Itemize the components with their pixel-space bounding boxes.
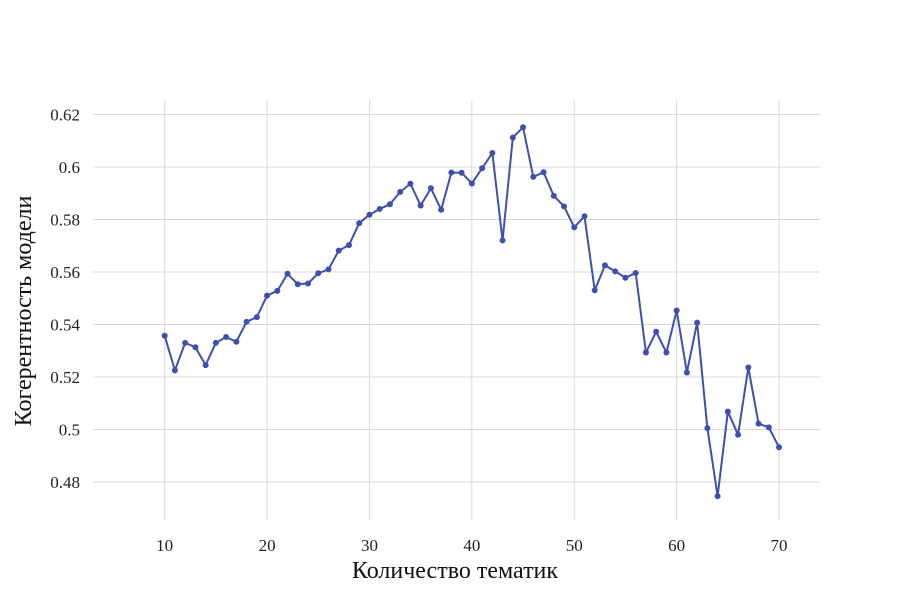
data-point [642,349,649,356]
data-point [735,431,742,438]
data-point [294,281,301,288]
x-tick-label: 40 [463,536,480,555]
data-point [765,424,772,431]
series-points [161,124,783,500]
data-point [745,364,752,371]
data-point [212,339,219,346]
data-point [233,338,240,345]
x-tick-labels: 10 20 30 40 50 60 70 [156,536,787,555]
data-point [161,332,168,339]
data-point [509,134,516,141]
data-point [468,180,475,187]
data-point [223,334,230,341]
data-point [417,202,424,209]
x-tick-label: 60 [668,536,685,555]
data-point [335,247,342,254]
data-point [530,173,537,180]
data-point [438,206,445,213]
data-point [448,169,455,176]
data-point [622,274,629,281]
horizontal-gridlines [93,113,820,483]
data-point [653,328,660,335]
data-point [776,444,783,451]
data-point [345,242,352,249]
data-point [376,205,383,212]
y-tick-label: 0.56 [50,263,80,282]
data-point [499,237,506,244]
data-point [427,185,434,192]
y-axis-title: Когерентность модели [11,196,37,427]
data-point [407,180,414,187]
data-point [264,292,271,299]
x-tick-label: 50 [566,536,583,555]
data-point [325,266,332,273]
data-point [202,362,209,369]
data-point [386,201,393,208]
y-tick-labels: 0.48 0.5 0.52 0.54 0.56 0.58 0.6 0.62 [50,105,80,492]
data-point [356,220,363,227]
y-tick-label: 0.62 [50,105,80,124]
data-point [458,169,465,176]
y-tick-label: 0.6 [59,158,80,177]
data-point [192,344,199,351]
x-tick-label: 30 [361,536,378,555]
data-point [540,169,547,176]
data-point [663,349,670,356]
y-tick-label: 0.54 [50,315,80,334]
data-point [683,369,690,376]
data-point [489,150,496,157]
data-point [171,367,178,374]
data-point [571,224,578,231]
data-point [581,213,588,220]
data-point [520,124,527,131]
data-point [305,280,312,287]
data-point [601,262,608,269]
y-tick-label: 0.5 [59,420,80,439]
data-point [673,307,680,314]
data-point [182,339,189,346]
x-tick-label: 20 [259,536,276,555]
x-tick-label: 10 [156,536,173,555]
data-point [612,268,619,275]
data-point [550,192,557,199]
data-point [591,287,598,294]
y-tick-label: 0.58 [50,210,80,229]
data-point [366,211,373,218]
x-axis-title: Количество тематик [352,558,558,584]
data-point [397,188,404,195]
data-point [724,408,731,415]
data-point [714,493,721,500]
data-point [632,269,639,276]
data-point [694,319,701,326]
vertical-gridlines [164,100,780,520]
data-point [274,287,281,294]
data-point [315,270,322,277]
data-point [243,318,250,325]
x-tick-label: 70 [771,536,788,555]
data-point [253,314,260,321]
y-tick-label: 0.52 [50,368,80,387]
data-point [755,420,762,427]
data-point [479,165,486,172]
y-tick-label: 0.48 [50,473,80,492]
data-point [561,203,568,210]
data-point [284,270,291,277]
data-point [704,425,711,432]
